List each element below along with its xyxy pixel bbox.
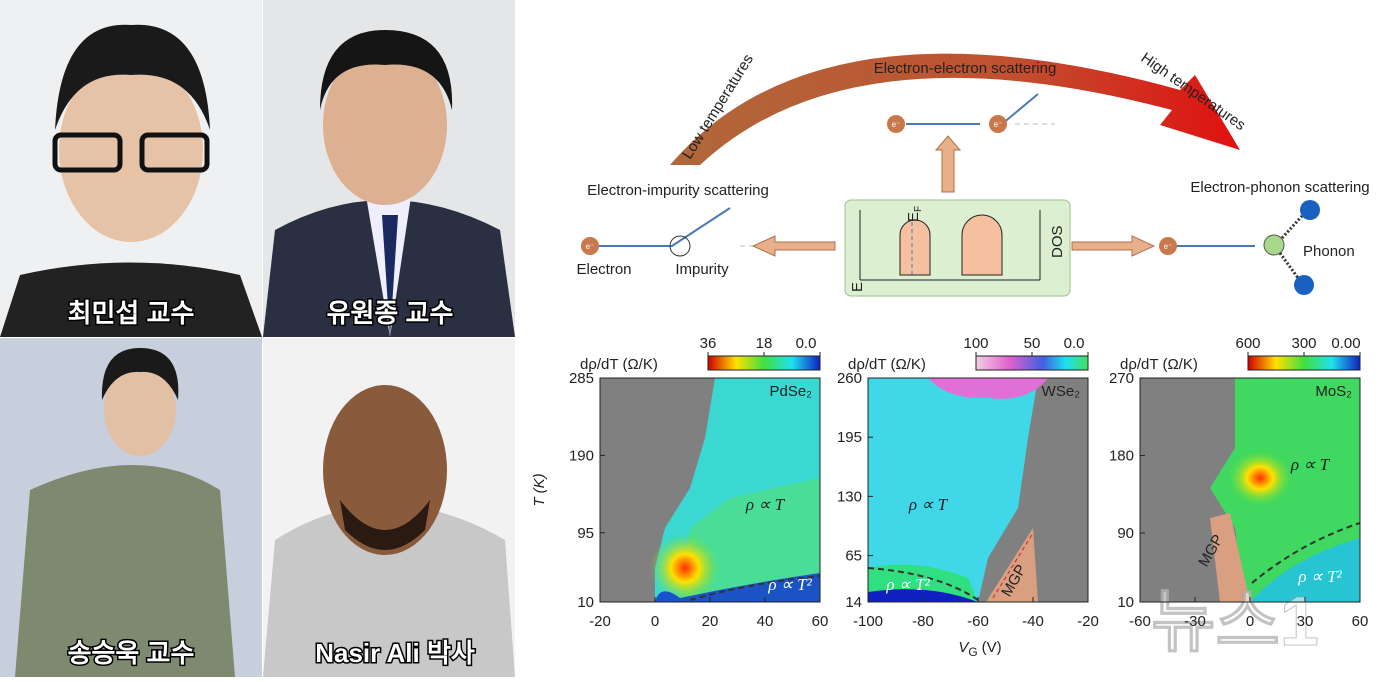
x-label-main: V (958, 639, 970, 656)
temperature-arrow (670, 53, 1240, 165)
x-tick-label: 20 (702, 613, 719, 630)
label: Electron-phonon scattering (1190, 179, 1369, 196)
colorbar (975, 355, 1089, 371)
label: Phonon (1303, 243, 1355, 260)
colorbar-tick-label: 0.00 (1331, 335, 1360, 352)
axis-label: DOS (1049, 225, 1066, 258)
caption: 유원종 교수 (327, 298, 454, 328)
label: Impurity (675, 261, 729, 278)
x-tick-label: -80 (912, 613, 934, 630)
x-axis-label: VG (V) (958, 639, 1001, 659)
diagram: Low temperatures High temperatures Elect… (576, 49, 1370, 297)
colorbar-tick-label: 0.0 (1064, 335, 1085, 352)
y-axis-label: T (K) (531, 473, 548, 506)
photo: 최민섭 교수 (0, 0, 262, 337)
y-tick-label: 180 (1109, 448, 1134, 465)
photo: 송승욱 교수 (0, 338, 262, 677)
x-tick-label: 60 (1352, 613, 1369, 630)
y-tick-label: 90 (1117, 525, 1134, 542)
region-label: ρ ∝ T² (1297, 567, 1342, 586)
fermi-main: E (905, 212, 922, 222)
x-tick-label: -60 (1129, 613, 1151, 630)
heatmap: ρ ∝ T ρ ∝ T² (600, 378, 821, 603)
e-label: e⁻ (994, 120, 1003, 129)
e-label: e⁻ (586, 242, 595, 251)
colorbar-tick-label: 600 (1235, 335, 1260, 352)
y-tick-label: 95 (577, 525, 594, 542)
photo: 유원종 교수 (263, 0, 515, 337)
fermi-label: EF (905, 206, 924, 222)
caption: 최민섭 교수 (68, 298, 195, 328)
y-tick-label: 130 (837, 488, 862, 505)
colorbar-label: dρ/dT (Ω/K) (1120, 356, 1198, 373)
e-label: e⁻ (892, 120, 901, 129)
x-label-unit: (V) (982, 639, 1002, 656)
x-tick-label: -100 (853, 613, 883, 630)
caption: 송승욱 교수 (68, 638, 195, 668)
axis-label: E (849, 282, 866, 292)
y-tick-label: 10 (1117, 594, 1134, 611)
x-tick-label: -30 (1184, 613, 1206, 630)
colorbar-label: dρ/dT (Ω/K) (580, 356, 658, 373)
y-tick-label: 285 (569, 370, 594, 387)
x-tick-label: 60 (812, 613, 829, 630)
colorbar-tick-label: 0.0 (796, 335, 817, 352)
region-label: ρ ∝ T (1290, 455, 1331, 474)
material-label: PdSe₂ (769, 383, 812, 400)
y-tick-label: 260 (837, 370, 862, 387)
e-label: e⁻ (1164, 242, 1173, 251)
material-label: MoS₂ (1315, 383, 1352, 400)
ylabel: T (K) (531, 473, 548, 506)
x-tick-label: 0 (651, 613, 659, 630)
y-tick-label: 270 (1109, 370, 1134, 387)
colorbar-label: dρ/dT (Ω/K) (848, 356, 926, 373)
x-tick-label: 0 (1246, 613, 1254, 630)
watermark: 뉴스1 (1151, 582, 1319, 660)
x-label-sub: G (968, 645, 977, 659)
x-tick-label: -20 (589, 613, 611, 630)
y-tick-label: 195 (837, 429, 862, 446)
y-tick-label: 14 (845, 594, 862, 611)
photo: Nasir Ali 박사 (263, 338, 515, 677)
x-tick-label: 30 (1297, 613, 1314, 630)
colorbar-tick-label: 50 (1024, 335, 1041, 352)
y-tick-label: 65 (845, 548, 862, 565)
region-label: ρ ∝ T² (885, 575, 930, 594)
colorbar (1247, 355, 1361, 371)
x-tick-label: -60 (967, 613, 989, 630)
material-label: WSe₂ (1042, 383, 1081, 400)
x-tick-label: -20 (1077, 613, 1099, 630)
y-tick-label: 10 (577, 594, 594, 611)
y-tick-label: 190 (569, 447, 594, 464)
region-label: ρ ∝ T (745, 495, 786, 514)
label: Electron-impurity scattering (587, 182, 769, 199)
region-label: ρ ∝ T (908, 495, 949, 514)
label: Electron-electron scattering (874, 60, 1057, 77)
colorbar-tick-label: 300 (1291, 335, 1316, 352)
label: Electron (576, 261, 631, 278)
region-label: ρ ∝ T² (767, 575, 812, 594)
caption: Nasir Ali 박사 (315, 638, 475, 668)
x-tick-label: -40 (1022, 613, 1044, 630)
colorbar-tick-label: 36 (700, 335, 717, 352)
colorbar (707, 355, 821, 371)
fermi-sub: F (913, 206, 924, 212)
x-tick-label: 40 (757, 613, 774, 630)
colorbar-tick-label: 18 (756, 335, 773, 352)
colorbar-tick-label: 100 (963, 335, 988, 352)
